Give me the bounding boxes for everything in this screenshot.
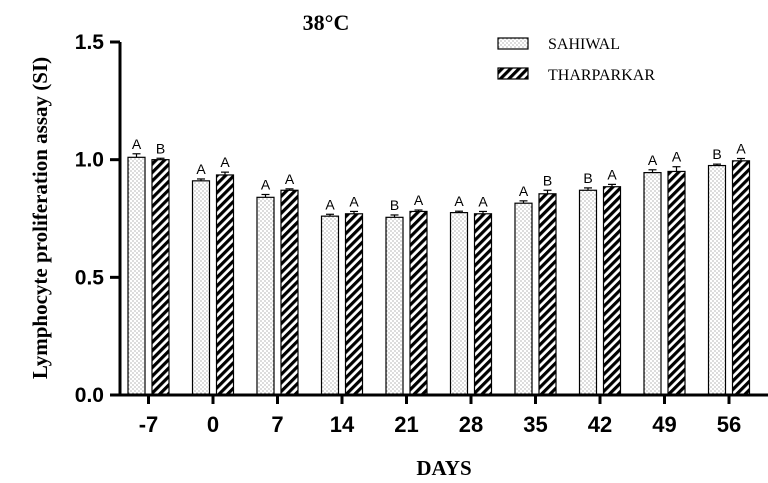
y-tick-label: 0.0 <box>75 384 104 407</box>
significance-letter: A <box>132 136 142 152</box>
bar-sahiwal <box>707 164 727 396</box>
significance-letter: B <box>583 170 592 186</box>
legend-label-tharparkar: THARPARKAR <box>548 67 655 84</box>
bar-tharparkar <box>538 193 557 396</box>
bar-sahiwal <box>191 180 211 396</box>
significance-letter: A <box>454 193 464 209</box>
x-tick-label: 14 <box>330 412 355 437</box>
significance-letter: A <box>736 140 746 156</box>
significance-letter: A <box>478 193 488 209</box>
significance-letter: A <box>349 193 359 209</box>
significance-letter: A <box>325 196 335 212</box>
bar-tharparkar <box>473 213 493 396</box>
bar-sahiwal <box>320 215 340 396</box>
y-axis-ticks: 0.0 0.5 1.0 1.5 <box>75 31 120 407</box>
x-axis-label: DAYS <box>416 456 471 480</box>
bar-sahiwal <box>449 212 469 396</box>
bar-sahiwal <box>256 196 275 396</box>
bar-tharparkar <box>280 189 299 396</box>
significance-letter: A <box>285 171 295 187</box>
x-tick-label: 56 <box>717 412 741 437</box>
bars: A BA AA AA A B A A AAB B AA A B A <box>127 136 751 396</box>
significance-letter: B <box>156 140 165 156</box>
significance-letter: A <box>414 192 424 208</box>
significance-letter: A <box>261 176 271 192</box>
y-tick-label: 0.5 <box>75 266 105 289</box>
significance-letter: A <box>196 161 206 177</box>
bar-tharparkar <box>602 186 622 396</box>
significance-letter: A <box>607 166 617 182</box>
bar-sahiwal <box>514 202 533 396</box>
x-tick-label: 42 <box>588 412 612 437</box>
significance-letter: B <box>543 172 552 188</box>
x-axis-ticks: -7 0 7 14 21 28 35 42 49 56 <box>139 395 741 437</box>
significance-letter: A <box>220 154 230 170</box>
y-axis-label: Lymphocyte proliferation assay (SI) <box>28 57 52 379</box>
y-tick-label: 1.5 <box>75 31 105 54</box>
significance-letter: B <box>712 146 721 162</box>
chart-title: 38°C <box>303 10 350 35</box>
x-tick-label: -7 <box>139 412 159 437</box>
y-tick-label: 1.0 <box>75 149 104 172</box>
x-tick-label: 21 <box>394 412 418 437</box>
legend-swatch-sahiwal <box>497 37 529 50</box>
x-tick-label: 0 <box>207 412 219 437</box>
bar-sahiwal <box>385 216 404 396</box>
legend-label-sahiwal: SAHIWAL <box>548 36 620 53</box>
legend: SAHIWAL THARPARKAR <box>497 36 655 84</box>
significance-letter: A <box>672 149 682 165</box>
bar-sahiwal <box>127 156 146 396</box>
bar-tharparkar <box>731 160 751 396</box>
x-tick-label: 28 <box>459 412 483 437</box>
bar-sahiwal <box>643 172 662 396</box>
significance-letter: A <box>519 183 529 199</box>
bar-tharparkar <box>667 170 686 396</box>
bar-tharparkar <box>409 210 428 396</box>
bar-tharparkar <box>215 174 235 396</box>
bar-tharparkar <box>151 159 170 396</box>
legend-swatch-tharparkar <box>497 67 529 80</box>
x-tick-label: 49 <box>652 412 676 437</box>
bar-sahiwal <box>578 189 598 396</box>
x-tick-label: 7 <box>271 412 283 437</box>
x-tick-label: 35 <box>523 412 547 437</box>
significance-letter: A <box>648 152 658 168</box>
significance-letter: B <box>390 197 399 213</box>
bar-tharparkar <box>344 213 364 396</box>
